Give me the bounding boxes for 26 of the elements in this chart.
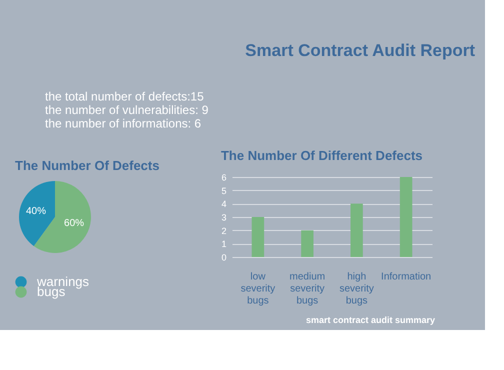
- text: Smart Contract Audit Report: [245, 41, 476, 60]
- bar: [350, 204, 363, 257]
- y-tick-label: 6: [221, 172, 226, 182]
- data-label: 40%: [26, 206, 46, 217]
- data-label: 60%: [64, 218, 84, 230]
- y-tick-label: 4: [221, 199, 226, 210]
- bar: [252, 217, 264, 257]
- chart-title: The Number Of Defects: [15, 158, 160, 173]
- y-tick-label: 2: [221, 226, 226, 236]
- text: smart contract audit summary: [306, 315, 435, 325]
- x-tick-label: Information: [381, 272, 432, 282]
- y-tick-label: 5: [221, 186, 226, 196]
- text: the total number of defects:15: [45, 90, 204, 104]
- text: the number of vulnerabilities: 9: [45, 103, 209, 117]
- x-tick-label: high severity bugs: [339, 272, 374, 306]
- y-tick-label: 1: [221, 239, 226, 250]
- bar: [400, 177, 412, 257]
- x-tick-label: low severity bugs: [240, 272, 276, 306]
- y-tick-label: 0: [221, 252, 226, 262]
- x-tick-label: medium severity bugs: [290, 272, 326, 306]
- chart-title: The Number Of Different Defects: [220, 148, 423, 163]
- bar: [301, 230, 314, 257]
- y-tick-label: 3: [221, 212, 226, 222]
- text: the number of informations: 6: [45, 116, 202, 130]
- legend-label: warnings: [36, 274, 90, 289]
- pie-slice: [19, 181, 55, 246]
